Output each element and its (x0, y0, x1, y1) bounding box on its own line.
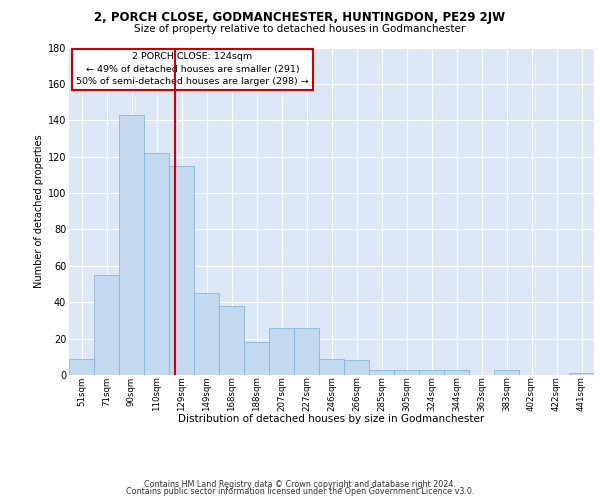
Text: Contains public sector information licensed under the Open Government Licence v3: Contains public sector information licen… (126, 487, 474, 496)
Bar (494, 370, 519, 375)
X-axis label: Distribution of detached houses by size in Godmanchester: Distribution of detached houses by size … (178, 414, 485, 424)
Bar (569, 373, 594, 375)
Bar (344, 360, 369, 375)
Text: 2 PORCH CLOSE: 124sqm
← 49% of detached houses are smaller (291)
50% of semi-det: 2 PORCH CLOSE: 124sqm ← 49% of detached … (76, 52, 309, 86)
Bar (69, 358, 94, 375)
Text: Size of property relative to detached houses in Godmanchester: Size of property relative to detached ho… (134, 24, 466, 34)
Bar (269, 328, 294, 375)
Bar (94, 275, 119, 375)
Bar (119, 115, 144, 375)
Bar (219, 306, 244, 375)
Bar (369, 370, 394, 375)
Bar (244, 342, 269, 375)
Bar (144, 153, 169, 375)
Bar (419, 370, 444, 375)
Bar (169, 166, 194, 375)
Text: Contains HM Land Registry data © Crown copyright and database right 2024.: Contains HM Land Registry data © Crown c… (144, 480, 456, 489)
Bar (444, 370, 469, 375)
Bar (294, 328, 319, 375)
Bar (394, 370, 419, 375)
Bar (319, 358, 344, 375)
Text: 2, PORCH CLOSE, GODMANCHESTER, HUNTINGDON, PE29 2JW: 2, PORCH CLOSE, GODMANCHESTER, HUNTINGDO… (94, 11, 506, 24)
Bar (194, 293, 219, 375)
Y-axis label: Number of detached properties: Number of detached properties (34, 134, 44, 288)
